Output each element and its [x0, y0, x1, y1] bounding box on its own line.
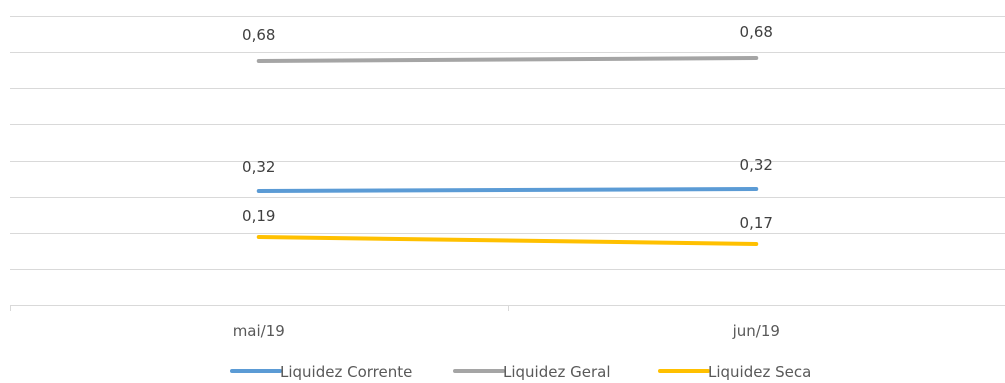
- data-label: 0,19: [242, 207, 275, 225]
- data-label: 0,32: [242, 158, 275, 176]
- legend-label: Liquidez Corrente: [280, 363, 412, 381]
- x-tick-label: jun/19: [732, 322, 780, 340]
- legend-label: Liquidez Seca: [708, 363, 811, 381]
- x-tick-label: mai/19: [233, 322, 285, 340]
- legend: Liquidez Corrente Liquidez Geral Liquidez …: [230, 363, 811, 381]
- data-label: 0,32: [740, 156, 773, 174]
- series-line: [256, 56, 759, 63]
- data-label: 0,68: [740, 23, 773, 41]
- series-line: [256, 235, 759, 246]
- data-label: 0,17: [740, 214, 773, 232]
- series-lines: [256, 56, 759, 246]
- legend-label: Liquidez Geral: [503, 363, 611, 381]
- x-axis: mai/19 jun/19: [10, 305, 1005, 340]
- series-line: [256, 187, 759, 193]
- data-labels: 0,32 0,32 0,68 0,68 0,19 0,17: [242, 23, 773, 232]
- data-label: 0,68: [242, 26, 275, 44]
- gridlines: [10, 16, 1005, 270]
